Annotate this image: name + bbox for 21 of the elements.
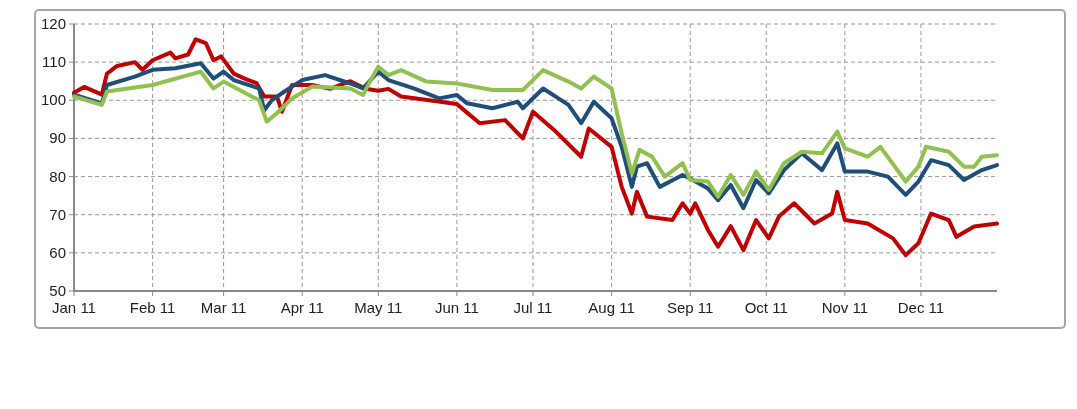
x-tick-label: Dec 11 <box>897 299 945 316</box>
x-tick-label: Jul 11 <box>513 299 553 316</box>
x-tick-label: Oct 11 <box>744 299 788 316</box>
line-series <box>72 37 999 258</box>
x-tick-label: Sep 11 <box>666 299 714 316</box>
x-tick-label: Feb 11 <box>129 299 176 316</box>
y-tick-label: 60 <box>49 243 66 261</box>
x-tick-label: Apr 11 <box>280 299 324 316</box>
y-tick-label: 70 <box>49 205 66 223</box>
x-tick-label: Mar 11 <box>200 299 247 316</box>
x-tick-label: Aug 11 <box>588 299 635 316</box>
x-tick-label: Jun 11 <box>434 299 479 316</box>
y-tick-label: 110 <box>42 53 66 71</box>
y-tick-label: 120 <box>40 15 66 32</box>
y-tick-label: 50 <box>49 282 66 299</box>
y-tick-label: 80 <box>49 167 66 185</box>
y-tick-label: 90 <box>49 129 66 147</box>
x-tick-label: Nov 11 <box>821 299 869 316</box>
x-tick-label: Jan 11 <box>52 299 96 316</box>
x-tick-label: May 11 <box>354 299 403 316</box>
y-tick-label: 100 <box>40 91 66 109</box>
